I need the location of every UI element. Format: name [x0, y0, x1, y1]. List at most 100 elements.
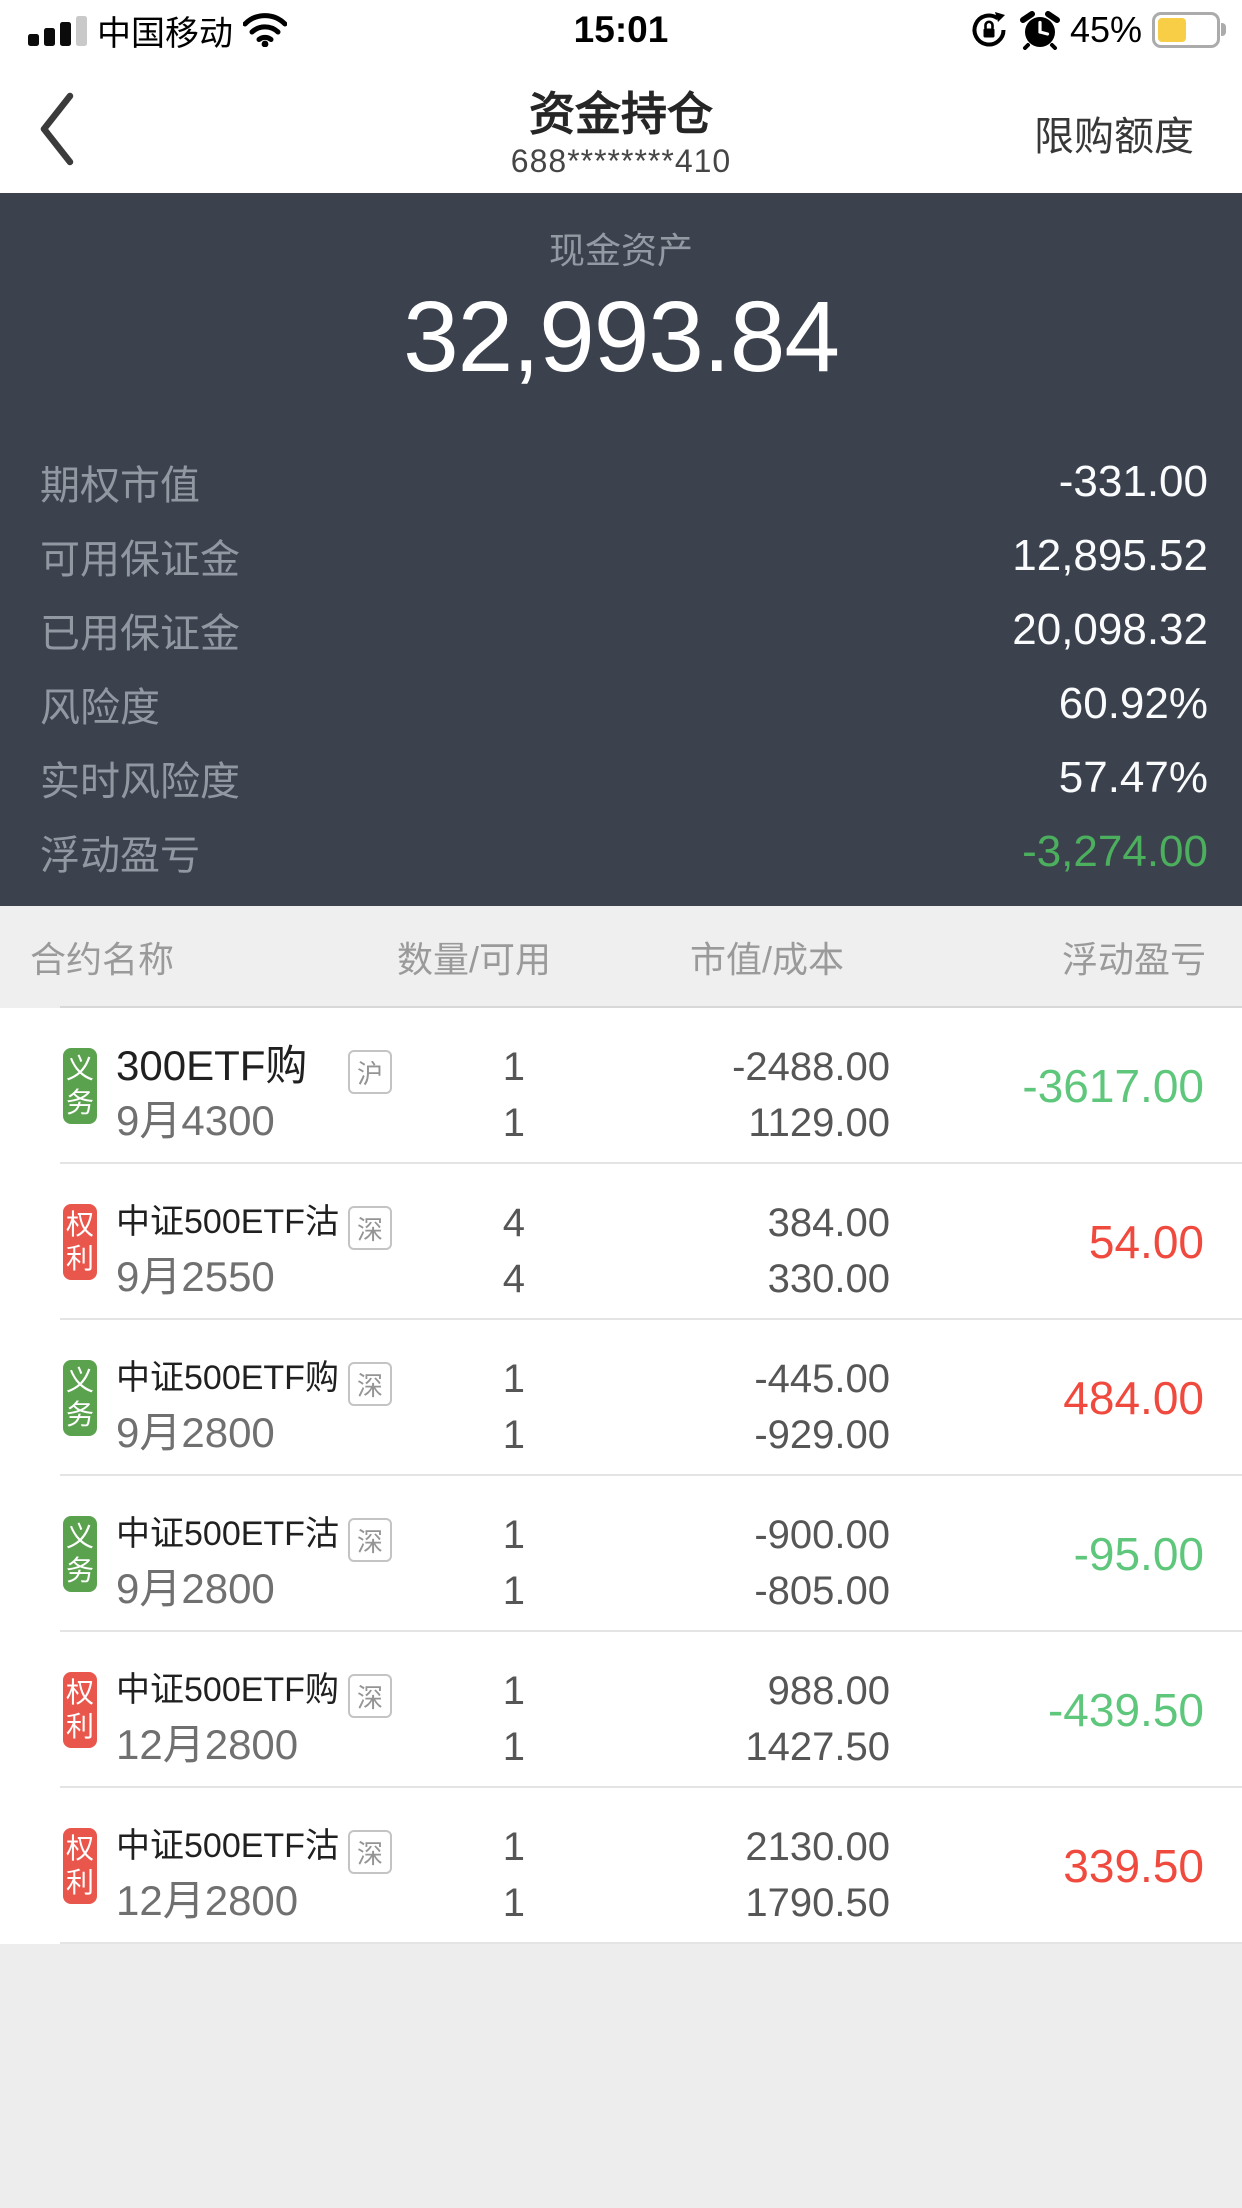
cost-value: -929.00 — [754, 1413, 890, 1457]
available-value: 1 — [502, 1569, 525, 1613]
market-value: 2130.00 — [745, 1825, 890, 1869]
obligation-badge: 义 务 — [63, 1516, 97, 1592]
nav-bar: 资金持仓 688********410 限购额度 — [0, 60, 1242, 193]
quantity-value: 1 — [502, 1513, 525, 1557]
summary-value: -331.00 — [1058, 457, 1208, 506]
floating-pl-value: 54.00 — [1088, 1216, 1204, 1268]
account-number: 688********410 — [510, 143, 732, 179]
chevron-left-icon — [38, 91, 76, 167]
quantity-value: 1 — [502, 1825, 525, 1869]
position-row[interactable]: 权 利 中证500ETF沽 12月2800 深 1 1 2130.00 1790… — [0, 1788, 1242, 1944]
position-row[interactable]: 权 利 中证500ETF沽 9月2550 深 4 4 384.00 330.00… — [0, 1164, 1242, 1320]
positions-list: 义 务 300ETF购 9月4300 沪 1 1 -2488.00 1129.0… — [0, 1008, 1242, 1944]
positions-table-header: 合约名称 数量/可用 市值/成本 浮动盈亏 — [0, 906, 1242, 1008]
market-value: 988.00 — [767, 1669, 890, 1713]
contract-detail: 9月2800 — [116, 1409, 275, 1456]
contract-name: 中证500ETF沽 — [116, 1827, 339, 1865]
exchange-badge: 深 — [348, 1362, 392, 1406]
summary-label: 已用保证金 — [40, 612, 240, 656]
summary-label: 风险度 — [40, 686, 160, 730]
column-header-quantity: 数量/可用 — [396, 939, 551, 980]
cash-assets-label: 现金资产 — [548, 230, 693, 271]
battery-icon — [1152, 12, 1226, 48]
exchange-badge: 深 — [348, 1830, 392, 1874]
status-bar: 中国移动 15:01 — [0, 0, 1242, 60]
position-row[interactable]: 义 务 300ETF购 9月4300 沪 1 1 -2488.00 1129.0… — [0, 1008, 1242, 1164]
back-button[interactable] — [38, 84, 98, 174]
summary-row: 浮动盈亏 -3,274.00 — [40, 815, 1208, 889]
quantity-value: 4 — [502, 1201, 525, 1245]
cost-value: -805.00 — [754, 1569, 890, 1613]
summary-value: 20,098.32 — [1012, 605, 1208, 654]
carrier-label: 中国移动 — [97, 14, 233, 53]
cash-assets-value: 32,993.84 — [403, 281, 840, 393]
available-value: 1 — [502, 1413, 525, 1457]
quantity-value: 1 — [502, 1045, 525, 1089]
summary-row: 可用保证金 12,895.52 — [40, 519, 1208, 593]
summary-label: 期权市值 — [40, 464, 200, 508]
market-value: -900.00 — [754, 1513, 890, 1557]
position-row[interactable]: 权 利 中证500ETF购 12月2800 深 1 1 988.00 1427.… — [0, 1632, 1242, 1788]
position-row[interactable]: 义 务 中证500ETF购 9月2800 深 1 1 -445.00 -929.… — [0, 1320, 1242, 1476]
alarm-icon — [1019, 10, 1060, 50]
column-header-contract: 合约名称 — [30, 939, 175, 980]
contract-detail: 12月2800 — [116, 1721, 299, 1768]
contract-detail: 9月2800 — [116, 1565, 275, 1612]
wifi-icon — [243, 13, 287, 47]
available-value: 1 — [502, 1101, 525, 1145]
summary-value: 12,895.52 — [1012, 531, 1208, 580]
exchange-badge: 深 — [348, 1674, 392, 1718]
market-value: 384.00 — [767, 1201, 890, 1245]
battery-percent-label: 45% — [1069, 9, 1142, 50]
cost-value: 330.00 — [767, 1257, 890, 1301]
market-value: -2488.00 — [732, 1045, 890, 1089]
cash-summary-panel: 现金资产 32,993.84 期权市值 -331.00 可用保证金 12,895… — [0, 193, 1242, 906]
exchange-badge: 沪 — [348, 1050, 392, 1094]
quantity-value: 1 — [502, 1357, 525, 1401]
obligation-badge: 义 务 — [63, 1360, 97, 1436]
right-badge: 权 利 — [63, 1672, 97, 1748]
column-header-market-cost: 市值/成本 — [689, 939, 844, 980]
cost-value: 1427.50 — [745, 1725, 890, 1769]
contract-detail: 9月2550 — [116, 1253, 275, 1300]
contract-name: 中证500ETF沽 — [116, 1203, 339, 1241]
floating-pl-value: -3617.00 — [1022, 1060, 1204, 1112]
rotation-lock-icon — [968, 9, 1010, 51]
quantity-value: 1 — [502, 1669, 525, 1713]
right-badge: 权 利 — [63, 1828, 97, 1904]
page-title: 资金持仓 — [529, 88, 713, 140]
contract-name: 中证500ETF购 — [116, 1359, 339, 1397]
floating-pl-value: 339.50 — [1063, 1840, 1204, 1892]
floating-pl-value: -95.00 — [1073, 1528, 1204, 1580]
contract-detail: 9月4300 — [116, 1097, 275, 1144]
summary-row: 风险度 60.92% — [40, 667, 1208, 741]
summary-label: 可用保证金 — [40, 538, 240, 582]
obligation-badge: 义 务 — [63, 1048, 97, 1124]
contract-name: 中证500ETF购 — [116, 1671, 339, 1709]
exchange-badge: 深 — [348, 1206, 392, 1250]
available-value: 4 — [502, 1257, 525, 1301]
cellular-signal-icon — [28, 14, 87, 46]
clock-time: 15:01 — [573, 9, 669, 50]
summary-value: -3,274.00 — [1022, 827, 1208, 876]
cost-value: 1790.50 — [745, 1881, 890, 1925]
purchase-quota-button[interactable]: 限购额度 — [1034, 115, 1194, 159]
summary-row: 期权市值 -331.00 — [40, 445, 1208, 519]
column-header-pl: 浮动盈亏 — [1061, 939, 1206, 980]
exchange-badge: 深 — [348, 1518, 392, 1562]
cost-value: 1129.00 — [748, 1101, 890, 1145]
summary-value: 57.47% — [1058, 753, 1208, 802]
contract-name: 中证500ETF沽 — [116, 1515, 339, 1553]
contract-detail: 12月2800 — [116, 1877, 299, 1924]
available-value: 1 — [502, 1881, 525, 1925]
floating-pl-value: 484.00 — [1063, 1372, 1204, 1424]
right-badge: 权 利 — [63, 1204, 97, 1280]
floating-pl-value: -439.50 — [1047, 1684, 1204, 1736]
market-value: -445.00 — [754, 1357, 890, 1401]
empty-footer-area — [0, 1944, 1242, 2208]
summary-label: 浮动盈亏 — [40, 834, 200, 878]
contract-name: 300ETF购 — [116, 1042, 308, 1089]
summary-row: 已用保证金 20,098.32 — [40, 593, 1208, 667]
summary-label: 实时风险度 — [40, 760, 240, 804]
position-row[interactable]: 义 务 中证500ETF沽 9月2800 深 1 1 -900.00 -805.… — [0, 1476, 1242, 1632]
